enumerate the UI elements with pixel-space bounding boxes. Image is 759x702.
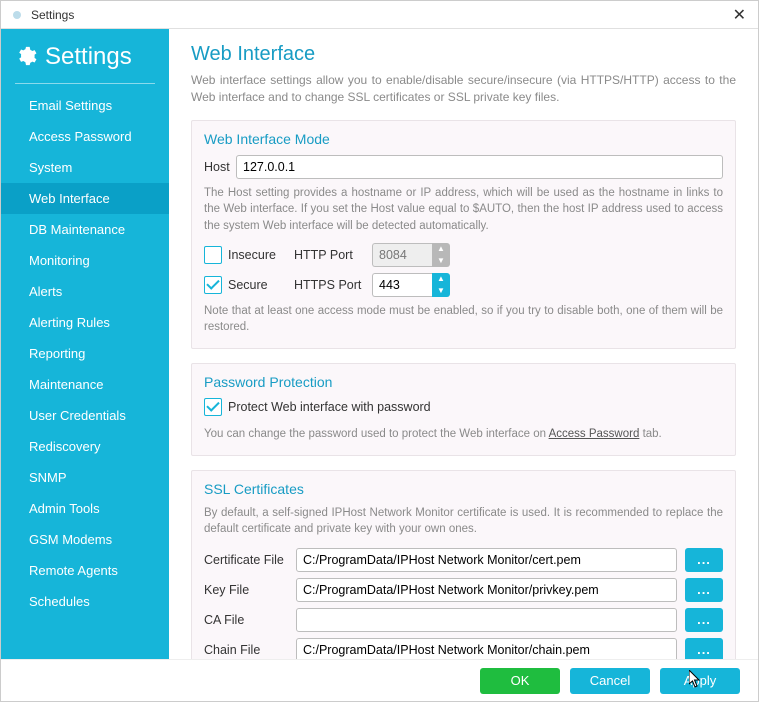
sidebar-item-admin-tools[interactable]: Admin Tools	[1, 493, 169, 524]
ssl-note: By default, a self-signed IPHost Network…	[204, 505, 723, 538]
insecure-label: Insecure	[228, 248, 280, 262]
ok-button[interactable]: OK	[480, 668, 560, 694]
password-note-pre: You can change the password used to prot…	[204, 428, 549, 440]
https-port-label: HTTPS Port	[294, 278, 366, 292]
browse-button[interactable]: ...	[685, 638, 723, 659]
sidebar: Settings Email SettingsAccess PasswordSy…	[1, 29, 169, 659]
host-row: Host	[204, 155, 723, 179]
file-label: Key File	[204, 583, 288, 597]
close-icon[interactable]: ✕	[729, 5, 750, 25]
host-label: Host	[204, 160, 236, 174]
sidebar-item-reporting[interactable]: Reporting	[1, 338, 169, 369]
host-input[interactable]	[236, 155, 723, 179]
password-note-post: tab.	[639, 428, 661, 440]
mode-bottom-note: Note that at least one access mode must …	[204, 303, 723, 336]
section-password: Password Protection Protect Web interfac…	[191, 363, 736, 456]
insecure-checkbox[interactable]	[204, 246, 222, 264]
sidebar-item-user-credentials[interactable]: User Credentials	[1, 400, 169, 431]
host-note: The Host setting provides a hostname or …	[204, 185, 723, 235]
footer: OK Cancel Apply	[1, 659, 758, 701]
file-row: CA File...	[204, 608, 723, 632]
http-port-down-icon: ▼	[432, 255, 450, 267]
insecure-row: Insecure HTTP Port ▲ ▼	[204, 243, 723, 267]
sidebar-item-db-maintenance[interactable]: DB Maintenance	[1, 214, 169, 245]
sidebar-item-snmp[interactable]: SNMP	[1, 462, 169, 493]
section-password-title: Password Protection	[204, 374, 723, 390]
file-row: Chain File...	[204, 638, 723, 659]
https-port-up-icon[interactable]: ▲	[432, 273, 450, 285]
sidebar-item-remote-agents[interactable]: Remote Agents	[1, 555, 169, 586]
window-title: Settings	[31, 8, 729, 22]
file-input[interactable]	[296, 638, 677, 659]
gear-icon	[15, 45, 37, 70]
sidebar-title: Settings	[45, 43, 132, 71]
titlebar: Settings ✕	[1, 1, 758, 29]
browse-button[interactable]: ...	[685, 608, 723, 632]
secure-row: Secure HTTPS Port ▲ ▼	[204, 273, 723, 297]
sidebar-item-alerting-rules[interactable]: Alerting Rules	[1, 307, 169, 338]
sidebar-item-monitoring[interactable]: Monitoring	[1, 245, 169, 276]
file-label: Chain File	[204, 643, 288, 657]
file-input[interactable]	[296, 578, 677, 602]
http-port-label: HTTP Port	[294, 248, 366, 262]
https-port-down-icon[interactable]: ▼	[432, 285, 450, 297]
browse-button[interactable]: ...	[685, 548, 723, 572]
sidebar-item-alerts[interactable]: Alerts	[1, 276, 169, 307]
sidebar-item-email-settings[interactable]: Email Settings	[1, 90, 169, 121]
sidebar-item-gsm-modems[interactable]: GSM Modems	[1, 524, 169, 555]
sidebar-item-rediscovery[interactable]: Rediscovery	[1, 431, 169, 462]
password-note: You can change the password used to prot…	[204, 426, 723, 443]
sidebar-divider	[15, 83, 155, 84]
https-port-input[interactable]	[372, 273, 432, 297]
section-mode-title: Web Interface Mode	[204, 131, 723, 147]
access-password-link[interactable]: Access Password	[549, 428, 640, 440]
secure-label: Secure	[228, 278, 280, 292]
sidebar-item-maintenance[interactable]: Maintenance	[1, 369, 169, 400]
browse-button[interactable]: ...	[685, 578, 723, 602]
page-subtitle: Web interface settings allow you to enab…	[191, 72, 736, 106]
http-port-input	[372, 243, 432, 267]
password-label: Protect Web interface with password	[228, 400, 431, 414]
password-checkbox[interactable]	[204, 398, 222, 416]
sidebar-header: Settings	[1, 39, 169, 79]
http-port-spinner: ▲ ▼	[372, 243, 450, 267]
file-input[interactable]	[296, 608, 677, 632]
apply-button[interactable]: Apply	[660, 668, 740, 694]
cancel-button[interactable]: Cancel	[570, 668, 650, 694]
file-row: Key File...	[204, 578, 723, 602]
sidebar-item-access-password[interactable]: Access Password	[1, 121, 169, 152]
file-label: CA File	[204, 613, 288, 627]
file-label: Certificate File	[204, 553, 288, 567]
https-port-spinner: ▲ ▼	[372, 273, 450, 297]
file-row: Certificate File...	[204, 548, 723, 572]
section-ssl: SSL Certificates By default, a self-sign…	[191, 470, 736, 659]
sidebar-item-schedules[interactable]: Schedules	[1, 586, 169, 617]
app-icon	[9, 7, 25, 23]
secure-checkbox[interactable]	[204, 276, 222, 294]
password-row: Protect Web interface with password	[204, 398, 723, 416]
http-port-up-icon: ▲	[432, 243, 450, 255]
section-ssl-title: SSL Certificates	[204, 481, 723, 497]
section-mode: Web Interface Mode Host The Host setting…	[191, 120, 736, 349]
page-title: Web Interface	[191, 43, 736, 66]
sidebar-item-web-interface[interactable]: Web Interface	[1, 183, 169, 214]
file-input[interactable]	[296, 548, 677, 572]
sidebar-item-system[interactable]: System	[1, 152, 169, 183]
main-panel: Web Interface Web interface settings all…	[169, 29, 758, 659]
